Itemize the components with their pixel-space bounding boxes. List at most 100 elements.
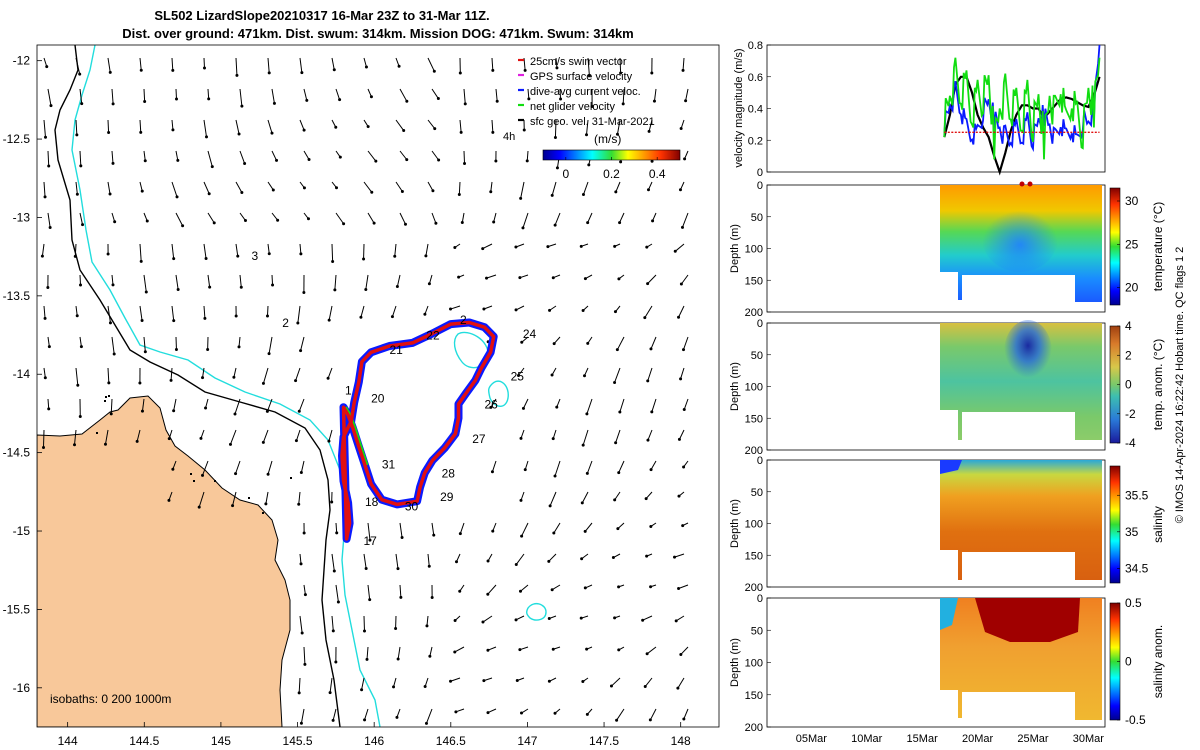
velocity-vector-head <box>270 131 274 135</box>
velocity-vector-head <box>197 505 201 509</box>
velocity-vector <box>139 305 143 321</box>
colorbar-label: salinity anom. <box>1151 625 1165 698</box>
velocity-vector <box>683 336 689 350</box>
velocity-vector-head <box>614 190 618 194</box>
velocity-vector-head <box>79 164 83 168</box>
velocity-vector-head <box>365 657 369 661</box>
velocity-vector-head <box>617 648 621 652</box>
velocity-vector-head <box>463 161 467 165</box>
velocity-vector <box>463 150 466 164</box>
velocity-vector-head <box>299 721 303 725</box>
velocity-vector <box>295 429 301 441</box>
time-tick-label: 30Mar <box>1073 733 1105 745</box>
velocity-vector-head <box>490 470 494 474</box>
velocity-vector-head <box>48 225 52 229</box>
day-label: 26 <box>485 398 499 412</box>
day-label: 29 <box>440 490 454 504</box>
velocity-vector-head <box>235 73 239 77</box>
velocity-vector <box>587 212 593 223</box>
velocity-vector-head <box>297 409 301 413</box>
velocity-vector <box>75 305 78 316</box>
velocity-vector <box>586 119 589 135</box>
day-label: 24 <box>523 327 537 341</box>
velocity-vector <box>614 367 621 383</box>
velocity-vector-head <box>615 718 619 722</box>
depth-axis-label: Depth (m) <box>729 638 741 687</box>
velocity-vector-head <box>140 409 144 413</box>
velocity-vector-head <box>392 685 396 689</box>
velocity-vector-head <box>643 316 647 320</box>
velocity-vector-head <box>677 437 681 441</box>
velocity-vector <box>41 243 45 257</box>
velocity-vector <box>614 491 621 501</box>
velocity-vector-head <box>265 314 269 318</box>
velocity-vector-head <box>103 442 107 446</box>
velocity-vector-head <box>491 68 495 72</box>
velocity-vector-head <box>646 379 650 383</box>
velocity-vector <box>678 429 685 440</box>
day-label: 17 <box>363 534 377 548</box>
velocity-vector-head <box>362 629 366 633</box>
isobath-200m <box>71 45 381 727</box>
velocity-vector <box>139 243 142 262</box>
map-y-tick-label: -13.5 <box>3 289 31 303</box>
velocity-vector-head <box>590 104 594 108</box>
velocity-vector <box>426 615 429 626</box>
velocity-vector-head <box>108 321 112 325</box>
velocity-vector-head <box>397 64 401 68</box>
velocity-vector-head <box>682 717 686 721</box>
velocity-vector-head <box>307 157 311 161</box>
velocity-vector <box>674 243 685 252</box>
velocity-vector <box>262 367 269 384</box>
speed-colorbar-tick-label: 0 <box>562 167 569 181</box>
velocity-vector <box>515 553 525 565</box>
velocity-vector <box>493 212 497 223</box>
velocity-y-ticks: 0 0.2 0.4 0.6 0.8 <box>748 40 771 179</box>
velocity-vector-head <box>171 68 175 72</box>
velocity-vector <box>266 305 269 316</box>
velocity-vector <box>43 305 46 319</box>
velocity-vector <box>622 88 625 104</box>
speed-colorbar-ticks: 0 0.2 0.4 <box>562 157 666 181</box>
velocity-vector-head <box>424 254 428 258</box>
velocity-vector-head <box>335 531 339 535</box>
velocity-vector <box>551 181 557 196</box>
velocity-vector-head <box>616 527 620 531</box>
velocity-vector <box>328 305 333 321</box>
velocity-vector-head <box>47 345 51 349</box>
velocity-vector-head <box>399 595 403 599</box>
velocity-vector-head <box>454 710 458 714</box>
map-y-ticks: -12 -12.5 -13 -13.5 -14 -14.5 -15 -15.5 -16 <box>3 54 42 695</box>
velocity-vector-head <box>434 221 438 225</box>
velocity-vector-head <box>338 155 342 159</box>
velocity-vector-head <box>75 133 79 137</box>
velocity-vector-head <box>243 219 247 223</box>
velocity-vector <box>173 398 177 411</box>
velocity-vector <box>619 57 622 73</box>
velocity-vector-head <box>374 159 378 163</box>
velocity-vector-head <box>237 345 241 349</box>
map-y-tick-label: -12.5 <box>3 132 31 146</box>
velocity-vector-head <box>297 502 301 506</box>
velocity-vector <box>553 522 561 534</box>
velocity-vector <box>649 708 657 721</box>
velocity-vector-head <box>395 285 399 289</box>
velocity-vector-head <box>681 68 685 72</box>
depth-tick-label: 0 <box>757 318 763 330</box>
velocity-vector <box>47 150 50 166</box>
velocity-vector <box>367 522 371 541</box>
velocity-vector-head <box>481 247 485 251</box>
day-label: 27 <box>472 432 486 446</box>
velocity-y-tick-label: 0.8 <box>748 40 763 52</box>
salinity-fresh-surface <box>940 460 962 474</box>
velocity-vector <box>232 491 237 506</box>
velocity-vector <box>395 119 405 131</box>
velocity-vector <box>239 212 246 221</box>
reef-dot <box>262 512 264 514</box>
velocity-vector <box>395 181 403 192</box>
velocity-vector-head <box>436 97 440 101</box>
velocity-vector-head <box>363 718 367 722</box>
isobath-eddy-1 <box>453 331 489 369</box>
velocity-vector-head <box>553 711 557 715</box>
